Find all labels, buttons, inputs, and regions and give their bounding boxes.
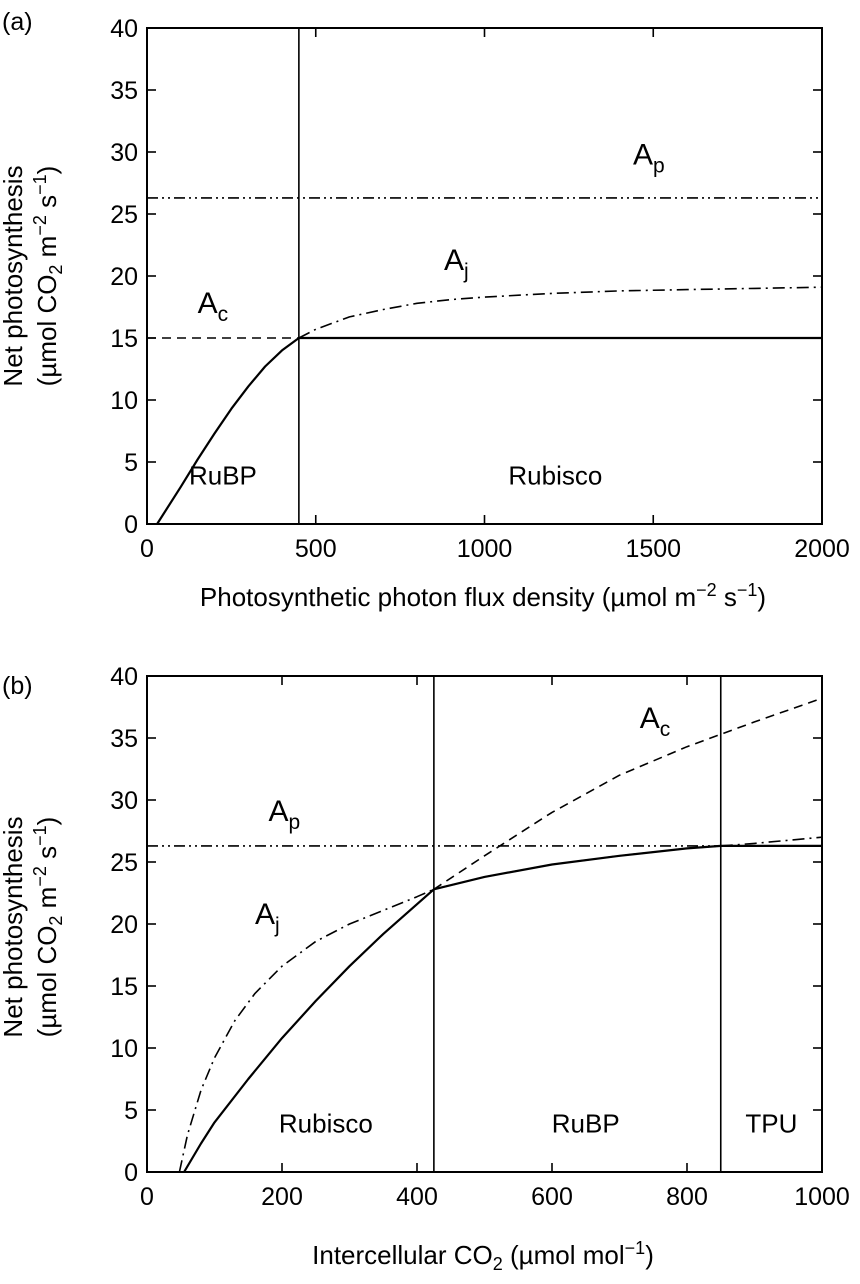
panel-a-ytick-label: 15 [110,325,138,353]
panel-a-xtick-label: 2000 [794,535,850,563]
panel-a-series-aj-line [298,286,823,339]
panel-b-xtick-label: 600 [531,1183,573,1211]
panel-b-curve-label-ac: Ac [640,702,671,741]
panel-b-ytick-label: 30 [110,787,138,815]
panel-b-ylabel-line2: (µmol CO2 m−2 s−1) [30,817,66,1038]
panel-b-label: (b) [2,672,33,700]
panel-b-region-label-rubisco: Rubisco [279,1108,373,1138]
panel-a-ytick-label: 40 [110,15,138,43]
panel-a-ytick-label: 25 [110,201,138,229]
panel-a-curve-label-ap: Ap [633,138,665,177]
panel-a-ytick-label: 0 [124,511,138,539]
panel-b-xlabel: Intercellular CO2 (µmol mol−1) [312,1238,654,1274]
panel-b-series-aj-line [178,836,823,1173]
panel-b-ytick-label: 40 [110,663,138,691]
panel-b-curve-label-ap: Ap [269,795,301,834]
panel-b-ytick-label: 10 [110,1035,138,1063]
panel-a-region-label-rubisco: Rubisco [508,460,602,490]
panel-a-curve-label-ac: Ac [198,287,229,326]
panel-a-ytick-label: 30 [110,139,138,167]
panel-a-ytick-label: 20 [110,263,138,291]
panel-a-ytick-label: 5 [124,449,138,477]
panel-b-series-a-line [183,844,822,1173]
panel-a-curve-label-aj: Aj [444,244,469,283]
panel-b-ytick-label: 35 [110,725,138,753]
panel-b-xtick-label: 0 [140,1183,154,1211]
panel-a-ylabel-line2: (µmol CO2 m−2 s−1) [30,166,66,387]
panel-b-ytick-label: 25 [110,849,138,877]
panel-a-ytick-label: 35 [110,77,138,105]
panel-b-series-ac-line [433,697,823,890]
panel-a-ytick-label: 10 [110,387,138,415]
panel-a-chart: (a) Net photosynthesis (µmol CO2 m−2 s−1… [0,8,850,612]
panel-b-xtick-label: 1000 [794,1183,850,1211]
panel-b-curve-label-aj: Aj [255,898,280,937]
panel-b-xtick-label: 800 [666,1183,708,1211]
panel-b-ytick-label: 0 [124,1159,138,1187]
panel-b-region-label-tpu: TPU [745,1108,797,1138]
panel-b-chart: (b) Net photosynthesis (µmol CO2 m−2 s−1… [0,663,850,1274]
panel-b-ytick-label: 15 [110,973,138,1001]
panel-a-plot-frame [146,27,823,525]
panel-a-ylabel-line1: Net photosynthesis [0,165,28,386]
panel-b-ytick-label: 5 [124,1097,138,1125]
panel-a-xtick-label: 500 [295,535,337,563]
panel-b-ylabel-line1: Net photosynthesis [0,816,28,1037]
panel-b-ytick-label: 20 [110,911,138,939]
panel-a-label: (a) [2,8,33,36]
panel-b-region-label-rubp: RuBP [552,1108,620,1138]
panel-b-plot-area: 0 200 400 600 800 1000 0 5 10 15 20 25 30 35 40 Ac Ap Aj R… [110,663,850,1211]
panel-b-xtick-label: 400 [396,1183,438,1211]
panel-a-xlabel: Photosynthetic photon flux density (µmol… [200,580,766,612]
panel-a-series-a-line [156,336,822,525]
panel-a-region-label-rubp: RuBP [189,460,257,490]
panel-a-xtick-label: 1000 [457,535,513,563]
panel-b-xtick-label: 200 [261,1183,303,1211]
panel-a-plot-area: 0 500 1000 1500 2000 0 5 10 15 20 25 30 35 40 Ap Aj Ac Ru… [110,15,850,563]
panel-a-xtick-label: 0 [140,535,154,563]
panel-a-xtick-label: 1500 [625,535,681,563]
